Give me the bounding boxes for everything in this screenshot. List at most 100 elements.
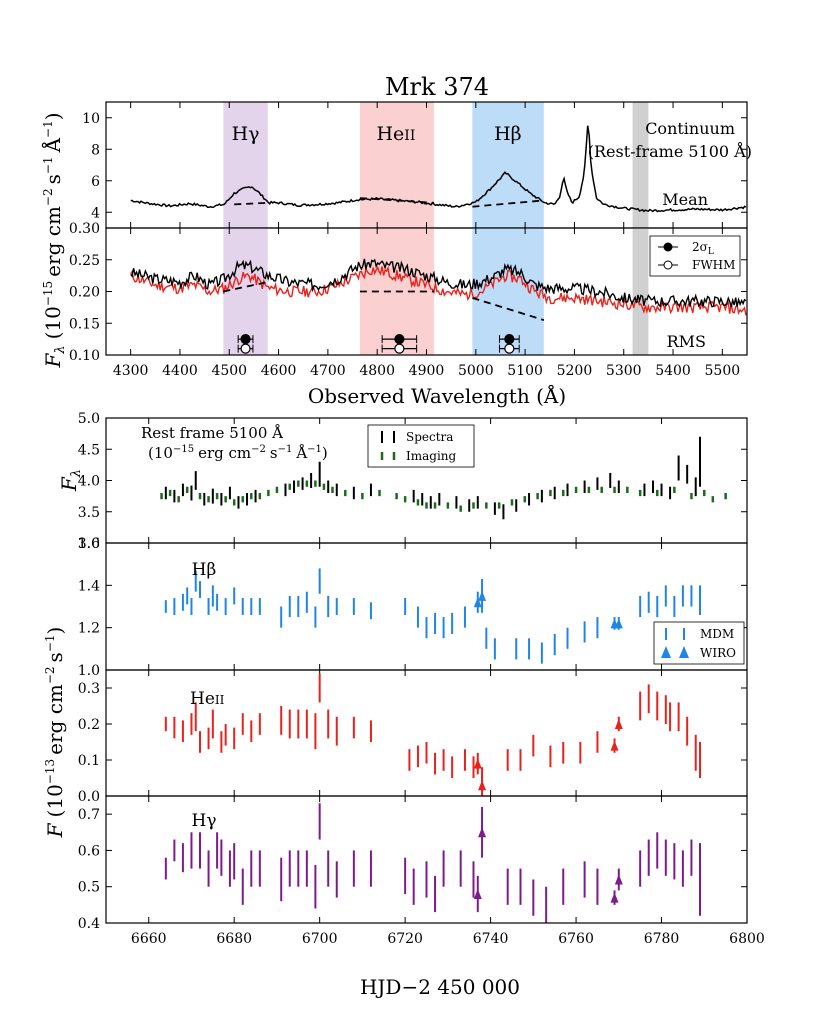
rms-band-2	[472, 228, 544, 355]
ylabel-text: Fλ	[57, 469, 84, 492]
continuum-label: Continuum	[645, 119, 735, 138]
units-part: −1	[307, 444, 322, 455]
hbeta-legend: MDM WIRO	[653, 621, 745, 665]
xtick-label: 4400	[162, 363, 198, 379]
xtick-label: 4300	[113, 363, 149, 379]
mean-continuum-fit-0	[234, 201, 269, 206]
ytick-label: 4.5	[78, 442, 100, 458]
legend-box	[653, 621, 745, 665]
xtick-label: 5500	[705, 363, 741, 379]
heii-label-roman: II	[404, 128, 415, 144]
legend-sigma-label: 2σL	[692, 240, 714, 257]
rms-continuum-fit-0	[223, 281, 268, 293]
rms-continuum-fit-2	[472, 297, 545, 321]
ytick-label: 0.4	[78, 916, 100, 932]
ytick-label: 0.15	[69, 316, 100, 332]
mean-band-1	[359, 102, 434, 228]
ytick-label: 0.3	[78, 681, 100, 697]
heii-label-he: He	[376, 123, 404, 145]
hgamma-wiro-point	[610, 892, 619, 903]
heii-band-label: HeII	[376, 123, 415, 145]
heii-wiro-point	[473, 758, 482, 769]
mean-label: Mean	[662, 190, 708, 209]
xtick-label: 6760	[558, 931, 594, 947]
heii-label: HeII	[190, 689, 225, 709]
ytick-label: 0.20	[69, 285, 100, 301]
xtick-label: 4600	[261, 363, 297, 379]
heii-wiro-point	[478, 780, 487, 791]
hgamma-frame	[105, 795, 748, 924]
rms-label: RMS	[667, 332, 706, 351]
ytick-label: 8	[91, 142, 100, 158]
xtick-label: 4800	[359, 363, 395, 379]
xtick-label: 6720	[387, 931, 423, 947]
hbeta-wiro-point	[473, 597, 482, 608]
units-part: (10	[148, 444, 173, 462]
rms-frame	[105, 227, 748, 356]
hbeta-wiro-point	[478, 590, 487, 601]
heii-he: He	[190, 689, 215, 709]
heii-lightcurve-panel: 0.0 0.1 0.2 0.3 HeII	[78, 669, 748, 805]
fwhm-width-marker-1	[394, 343, 405, 354]
hbeta-wiro-point	[614, 618, 623, 629]
hgamma-label: Hγ	[192, 811, 217, 831]
heii-wiro-point	[614, 719, 623, 729]
xtick-label: 4500	[211, 363, 247, 379]
heii-roman: II	[215, 693, 225, 707]
sigma-width-marker-0	[240, 334, 251, 345]
ytick-label: 4	[91, 205, 100, 221]
spectrum-xlabel: Observed Wavelength (Å)	[308, 383, 566, 408]
hgamma-wiro-point	[473, 888, 482, 899]
units-part: s	[270, 444, 278, 462]
ytick-label: 4.0	[78, 474, 100, 490]
mean-band-3	[632, 102, 649, 228]
rms-band-0	[223, 228, 268, 355]
lightcurve-ylabel: F(10−13erg cm−2s−1)	[43, 627, 67, 839]
ylabel-F: F	[57, 476, 81, 492]
ytick-label: 0.6	[78, 843, 100, 859]
hbeta-label: Hβ	[192, 560, 217, 580]
legend-imaging-label: Imaging	[406, 449, 457, 463]
ytick-label: 1.6	[78, 536, 100, 552]
units-part: erg cm	[198, 444, 251, 462]
ytick-label: 0.10	[69, 348, 100, 364]
sigma-width-marker-2	[504, 334, 515, 345]
rms-spectrum-red-line	[130, 265, 747, 316]
xtick-label: 5300	[606, 363, 642, 379]
ytick-label: 3.5	[78, 505, 100, 521]
fwhm-width-marker-0	[240, 343, 251, 354]
ytick-label: 0.2	[78, 717, 100, 733]
figure-title: Mrk 374	[385, 73, 489, 101]
xtick-label: 6780	[644, 931, 680, 947]
hgamma-band-label: Hγ	[232, 123, 260, 145]
mean-spectrum-panel: 4 6 8 10 Hγ HeII Hβ Continuum (Rest-frame 5100 Å…	[82, 101, 752, 229]
hgamma-wiro-point	[478, 827, 487, 838]
ytick-label: 0.25	[69, 253, 100, 269]
svg-text:Fλ(10−15erg cm−2s−1Å−1): Fλ(10−15erg cm−2s−1Å−1)	[40, 112, 68, 368]
ytick-label: 6	[91, 174, 100, 190]
legend-marker-sigma	[663, 242, 673, 252]
units-part: Å	[295, 444, 307, 462]
xtick-label: 5200	[557, 363, 593, 379]
fwhm-width-marker-2	[504, 343, 515, 354]
lightcurve-xlabel: HJD−2 450 000	[360, 975, 520, 999]
ytick-label: 1.2	[78, 621, 100, 637]
rms-band-3	[632, 228, 649, 355]
xtick-label: 5000	[458, 363, 494, 379]
heii-wiro-point	[610, 740, 619, 751]
hgamma-wiro-point	[614, 874, 623, 885]
xtick-label: 4900	[409, 363, 445, 379]
sigma-text: 2σ	[692, 240, 708, 254]
hbeta-band-label: Hβ	[494, 123, 522, 145]
legend-wiro-marker	[661, 646, 671, 658]
xtick-label: 6680	[216, 931, 252, 947]
xtick-label: 6740	[473, 931, 509, 947]
ytick-label: 1.0	[78, 663, 100, 679]
continuum-units-label: (10−15 erg cm−2 s−1 Å−1)	[148, 444, 328, 462]
xtick-label: 6700	[302, 931, 338, 947]
rms-spectrum-black-line	[130, 258, 747, 308]
legend-spectra-label: Spectra	[406, 430, 453, 444]
ytick-label: 1.4	[78, 578, 100, 594]
